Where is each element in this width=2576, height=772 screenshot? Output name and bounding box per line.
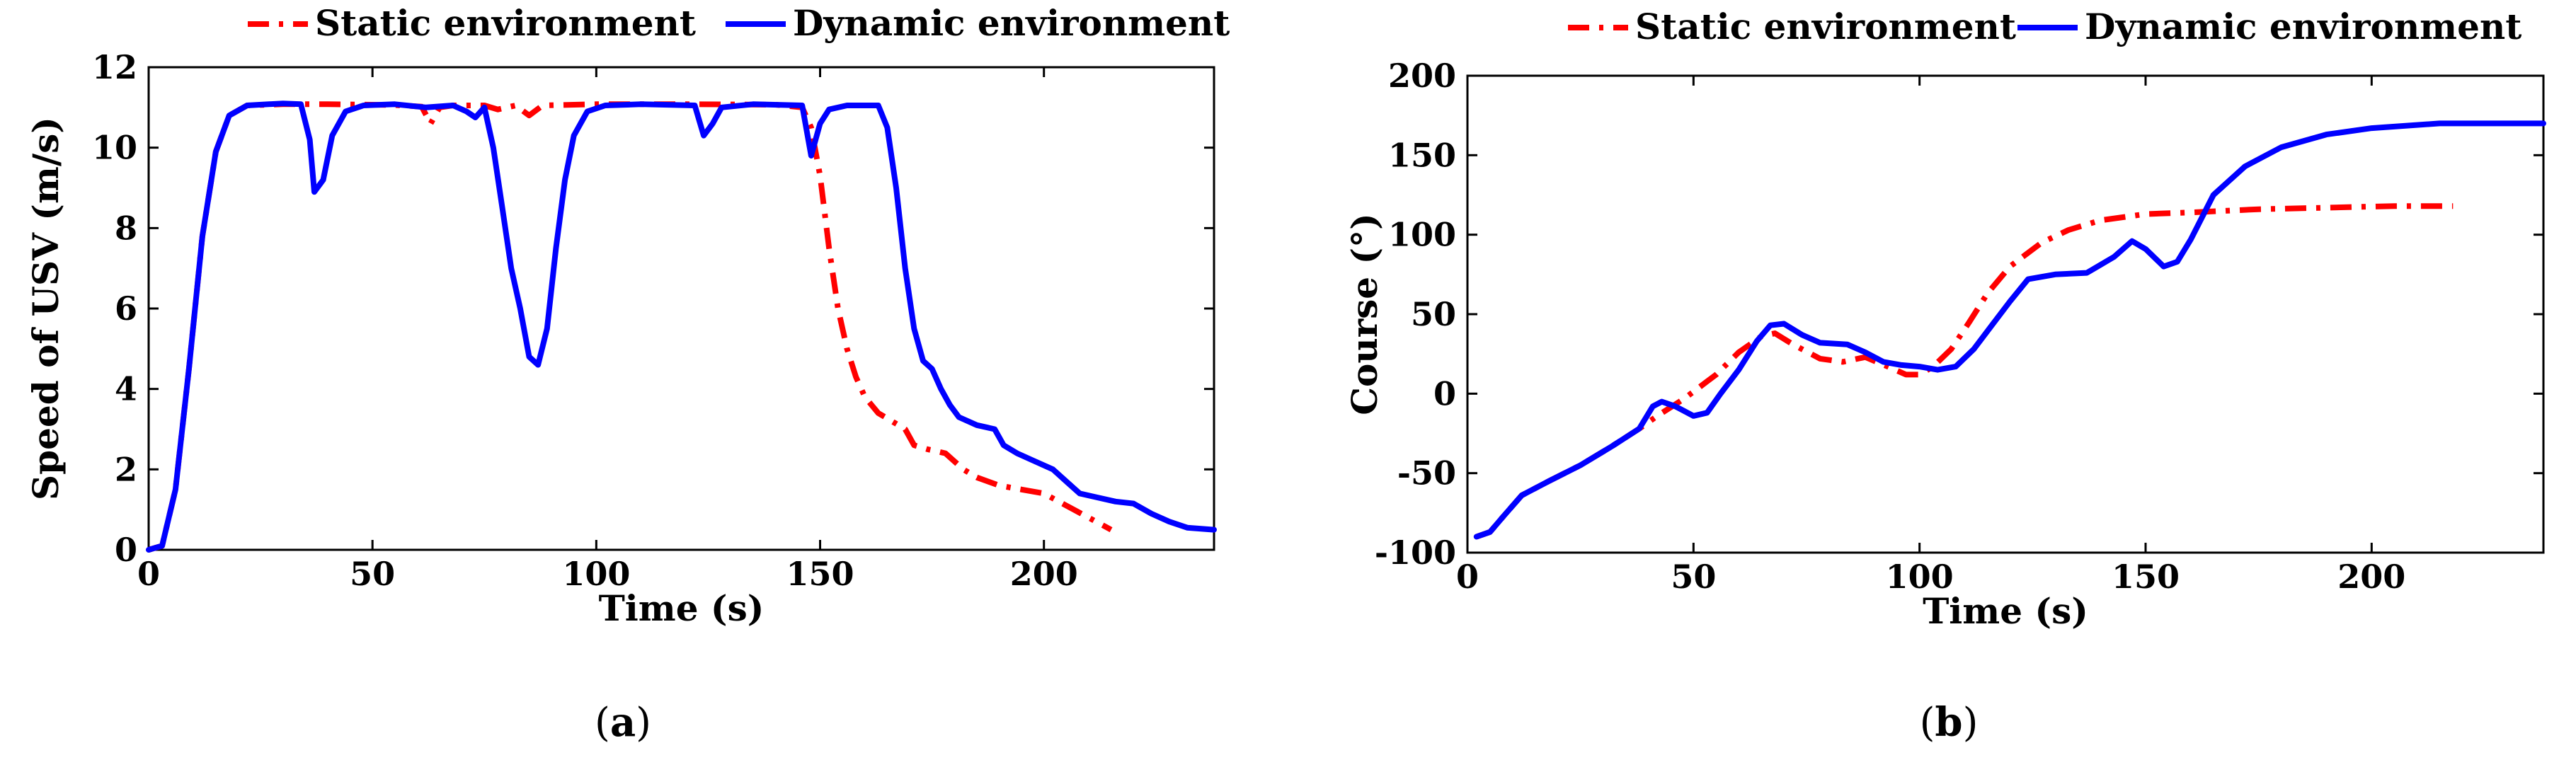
- plot-frame: [1466, 74, 2545, 554]
- y-axis-label: Course (°): [1344, 213, 1385, 415]
- x-tick-label: 100: [562, 555, 630, 593]
- y-tick-label: 12: [92, 48, 137, 86]
- x-tick-label: 200: [1010, 555, 1078, 593]
- panel-caption: (a): [595, 699, 651, 746]
- y-tick-label: 100: [1388, 216, 1456, 254]
- x-tick-label: 200: [2337, 558, 2405, 596]
- chart-b: 0 50 100 150 200 -100 -50 0 50 100 150 200 Time (s) C…: [1344, 6, 2546, 746]
- y-tick-label: 4: [115, 370, 137, 408]
- series-line-static: [147, 101, 1113, 553]
- legend-label-dynamic: Dynamic environment: [793, 2, 1230, 44]
- y-tick-label: -50: [1397, 454, 1456, 492]
- legend-label-static: Static environment: [315, 2, 696, 44]
- y-axis-label: Speed of USV (m/s): [25, 117, 67, 500]
- caption-paren-close: ): [1963, 700, 1979, 746]
- caption-paren-open: (: [1920, 700, 1935, 746]
- x-tick-label: 150: [786, 555, 854, 593]
- y-tick-label: 0: [115, 531, 137, 569]
- y-tick-label: 200: [1388, 57, 1456, 95]
- series-line-static: [1475, 203, 2454, 540]
- x-tick-label: 150: [2112, 558, 2180, 596]
- x-tick-label: 0: [137, 555, 160, 593]
- x-axis-label: Time (s): [1923, 590, 2088, 632]
- legend-label-static: Static environment: [1635, 6, 2016, 47]
- chart-a: 0 50 100 150 200 0 2 4 6 8 10 12 Time (s) Speed of US…: [25, 2, 1230, 746]
- caption-paren-close: ): [636, 700, 651, 746]
- y-tick-label: 8: [115, 209, 137, 247]
- x-axis-label: Time (s): [599, 587, 765, 629]
- y-tick-label: -100: [1375, 534, 1456, 572]
- y-tick-label: 50: [1411, 295, 1456, 333]
- y-tick-label: 150: [1388, 136, 1456, 174]
- caption-paren-open: (: [595, 700, 610, 746]
- y-tick-label: 2: [115, 450, 137, 488]
- panel-caption: (b): [1920, 699, 1979, 746]
- y-tick-label: 0: [1433, 374, 1456, 413]
- y-tick-label: 10: [92, 129, 137, 167]
- series-line-dynamic: [146, 100, 1217, 553]
- x-tick-label: 0: [1456, 558, 1479, 596]
- y-tick-label: 6: [115, 289, 137, 328]
- legend-label-dynamic: Dynamic environment: [2085, 6, 2521, 47]
- caption-letter: b: [1935, 699, 1962, 746]
- series-line-dynamic: [1473, 120, 2546, 540]
- x-tick-label: 100: [1886, 558, 1954, 596]
- x-tick-label: 50: [350, 555, 395, 593]
- caption-letter: a: [610, 699, 636, 746]
- x-tick-label: 50: [1671, 558, 1716, 596]
